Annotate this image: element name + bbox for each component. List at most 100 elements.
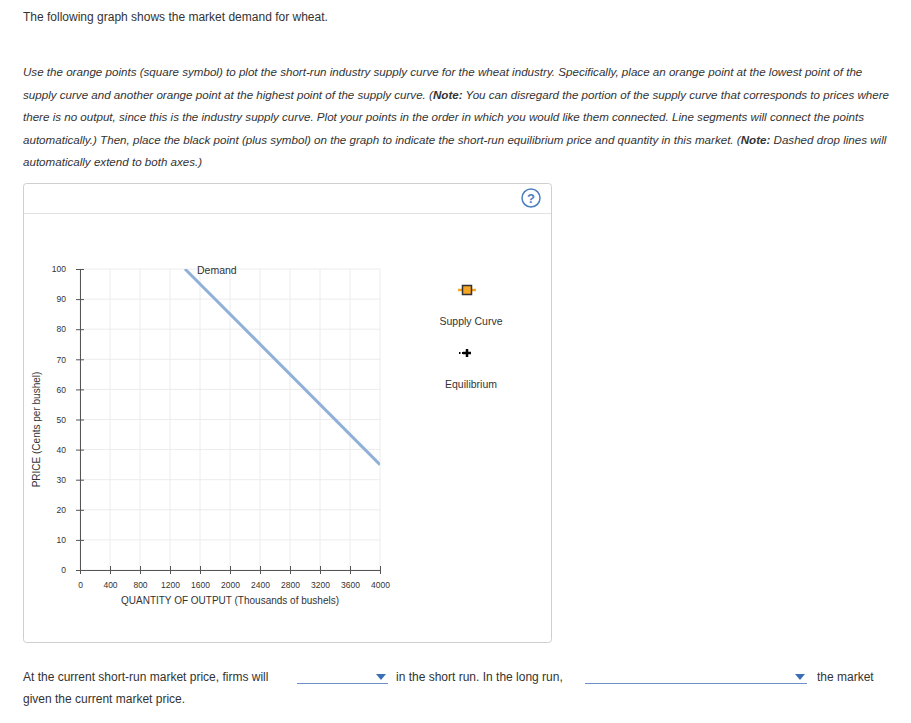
x-tick-mark [290, 566, 291, 574]
plot-area [185, 269, 380, 465]
x-tick: 2400 [251, 566, 270, 590]
question-text: the market [817, 670, 874, 684]
dropdown-underline[interactable] [585, 683, 807, 684]
grid [80, 269, 380, 570]
help-button[interactable]: ? [522, 189, 540, 207]
x-tick-mark [200, 566, 201, 574]
help-circle[interactable] [522, 189, 540, 207]
y-tick: 60 [57, 385, 84, 395]
tool-square[interactable] [463, 286, 472, 295]
y-grid-line [80, 299, 380, 300]
x-tick-label: 4000 [371, 580, 390, 590]
y-grid-line [80, 359, 380, 360]
y-tick-label: 60 [57, 385, 67, 395]
x-tick-mark [140, 566, 141, 574]
y-tick: 30 [57, 475, 84, 485]
y-tick-label: 90 [57, 294, 67, 304]
y-tick-label: 20 [57, 505, 67, 515]
x-tick-label: 3200 [311, 580, 330, 590]
dropdown-1[interactable] [297, 674, 388, 684]
x-tick: 2800 [281, 566, 300, 590]
panel-divider [24, 213, 551, 214]
x-tick-mark [230, 566, 231, 574]
tool-plus[interactable] [463, 349, 471, 357]
y-tick-label: 30 [57, 475, 67, 485]
x-axis: 0 400 800 1200 1600 2000 2400 2800 3200 3600 4000 [78, 566, 390, 590]
y-tick: 80 [57, 324, 84, 334]
x-tick-label: 2000 [221, 580, 240, 590]
y-grid-line [80, 509, 380, 510]
y-axis-title: PRICE (Cents per bushel) [31, 372, 42, 488]
x-tick-mark [110, 566, 111, 574]
series-label: Demand [197, 264, 237, 276]
x-tick: 2000 [221, 566, 240, 590]
tool-label: Equilibrium [445, 378, 497, 390]
y-tick-label: 100 [52, 264, 66, 274]
tool-square[interactable] [458, 286, 476, 295]
x-tick: 1600 [191, 566, 210, 590]
y-tick: 20 [57, 505, 84, 515]
x-tick: 4000 [371, 566, 390, 590]
y-grid-line [80, 539, 380, 540]
x-tick: 800 [133, 566, 147, 590]
dropdown-arrow[interactable] [376, 674, 386, 680]
y-tick: 100 [52, 264, 84, 274]
y-tick-mark [76, 329, 84, 330]
x-tick: 400 [103, 566, 117, 590]
graph-svg: ?040080012001600200024002800320036004000… [0, 0, 911, 723]
dropdown-2[interactable] [585, 674, 807, 684]
instruction-segment: Note: [741, 133, 771, 146]
y-tick: 50 [57, 415, 84, 425]
x-axis-title: QUANTITY OF OUTPUT (Thousands of bushels… [121, 595, 339, 606]
help-label[interactable]: ? [527, 191, 535, 206]
y-grid-line [80, 479, 380, 480]
x-tick: 1200 [161, 566, 180, 590]
instruction-segment: Note: [433, 88, 463, 101]
x-tick-label: 0 [78, 580, 83, 590]
intro-text: The following graph shows the market dem… [23, 10, 328, 24]
y-tick: 70 [57, 355, 84, 365]
x-tick-label: 3600 [341, 580, 360, 590]
x-tick-mark [260, 566, 261, 574]
y-axis: 0 10 20 30 40 50 60 70 80 90 100 [52, 264, 84, 575]
dropdown-underline[interactable] [297, 683, 388, 684]
y-tick-mark [76, 450, 84, 451]
x-tick-label: 2800 [281, 580, 300, 590]
y-tick-label: 50 [57, 415, 67, 425]
x-tick: 3200 [311, 566, 330, 590]
y-tick: 0 [61, 565, 84, 575]
y-tick-label: 80 [57, 324, 67, 334]
graph-panel [24, 184, 552, 643]
y-tick: 10 [57, 535, 84, 545]
y-tick-mark [76, 389, 84, 390]
y-tick: 40 [57, 445, 84, 455]
tool-label: Supply Curve [439, 315, 502, 327]
instructions: Use the orange points (square symbol) to… [23, 61, 891, 174]
x-tick-mark [380, 566, 381, 574]
y-tick-mark [76, 570, 84, 571]
question-text: in the short run. In the long run, [396, 670, 563, 684]
dropdown-arrow[interactable] [795, 674, 805, 680]
x-tick-label: 1600 [191, 580, 210, 590]
y-tick-label: 10 [57, 535, 67, 545]
y-grid-line [80, 329, 380, 330]
question-text: At the current short-run market price, f… [23, 670, 268, 684]
y-tick-mark [76, 480, 84, 481]
y-tick: 90 [57, 294, 84, 304]
x-tick-mark [350, 566, 351, 574]
y-tick-mark [76, 299, 84, 300]
y-tick-mark [76, 540, 84, 541]
y-tick-mark [76, 269, 84, 270]
x-tick-label: 400 [103, 580, 117, 590]
tool-plus[interactable] [459, 349, 471, 357]
y-tick-label: 0 [61, 565, 66, 575]
y-tick-mark [76, 420, 84, 421]
x-tick-mark [170, 566, 171, 574]
y-tick-label: 70 [57, 355, 67, 365]
y-tick-mark [76, 510, 84, 511]
y-grid-line [80, 389, 380, 390]
x-tick-label: 800 [133, 580, 147, 590]
demand-line [185, 269, 380, 465]
y-tick-label: 40 [57, 445, 67, 455]
y-grid-line [80, 449, 380, 450]
